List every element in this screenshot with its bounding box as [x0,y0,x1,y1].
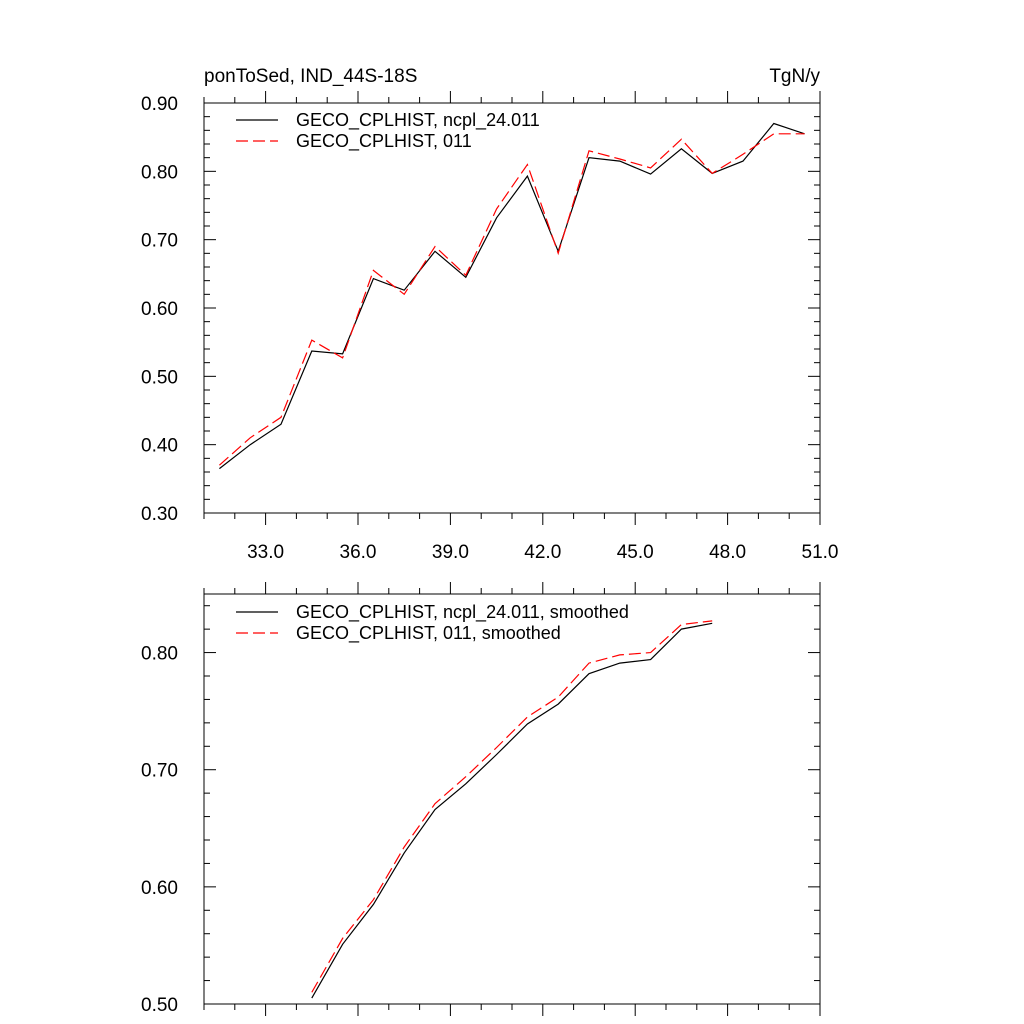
y-tick-label: 0.80 [141,644,178,665]
top-panel-ticks: 0.30 0.40 0.50 0.60 0.70 0.80 0.90 33.0 36.0 39.0… [141,91,838,563]
series-line-2 [219,133,805,466]
y-tick-label: 0.70 [141,231,178,252]
legend-label: GECO_CPLHIST, ncpl_24.011, smoothed [296,602,629,623]
x-tick-label: 51.0 [802,542,839,563]
series-line-2 [311,620,713,993]
x-tick-label: 33.0 [247,542,284,563]
bottom-panel-legend: GECO_CPLHIST, ncpl_24.011, smoothedGECO_… [236,602,629,644]
y-tick-label: 0.90 [141,94,178,115]
bottom-panel-ticks: 0.50 0.60 0.70 0.80 [141,582,821,1016]
top-panel: ponToSed, IND_44S-18S TgN/y 0.30 0.40 0.50… [141,66,838,563]
y-tick-label: 0.30 [141,504,178,525]
bottom-panel-frame [203,593,821,1005]
series-line-1 [219,122,805,470]
top-panel-frame [203,102,821,514]
x-tick-label: 48.0 [709,542,746,563]
bottom-panel: 0.50 0.60 0.70 0.80 GECO_CPLHIST, ncpl_24.0… [141,582,821,1016]
y-tick-label: 0.50 [141,367,178,388]
y-tick-label: 0.70 [141,761,178,782]
bottom-panel-series [311,620,713,999]
y-tick-label: 0.60 [141,878,178,899]
legend-label: GECO_CPLHIST, 011 [296,131,472,152]
x-tick-label: 36.0 [340,542,377,563]
y-tick-label: 0.40 [141,436,178,457]
top-panel-title-right: TgN/y [769,66,820,87]
x-tick-label: 45.0 [617,542,654,563]
top-panel-title-left: ponToSed, IND_44S-18S [204,66,417,87]
legend-label: GECO_CPLHIST, ncpl_24.011 [296,110,540,131]
x-tick-label: 39.0 [432,542,469,563]
series-line-1 [311,622,713,999]
legend-label: GECO_CPLHIST, 011, smoothed [296,623,561,644]
y-tick-label: 0.60 [141,299,178,320]
y-tick-label: 0.80 [141,162,178,183]
y-tick-label: 0.50 [141,995,178,1016]
top-panel-series [219,122,805,470]
x-tick-label: 42.0 [524,542,561,563]
